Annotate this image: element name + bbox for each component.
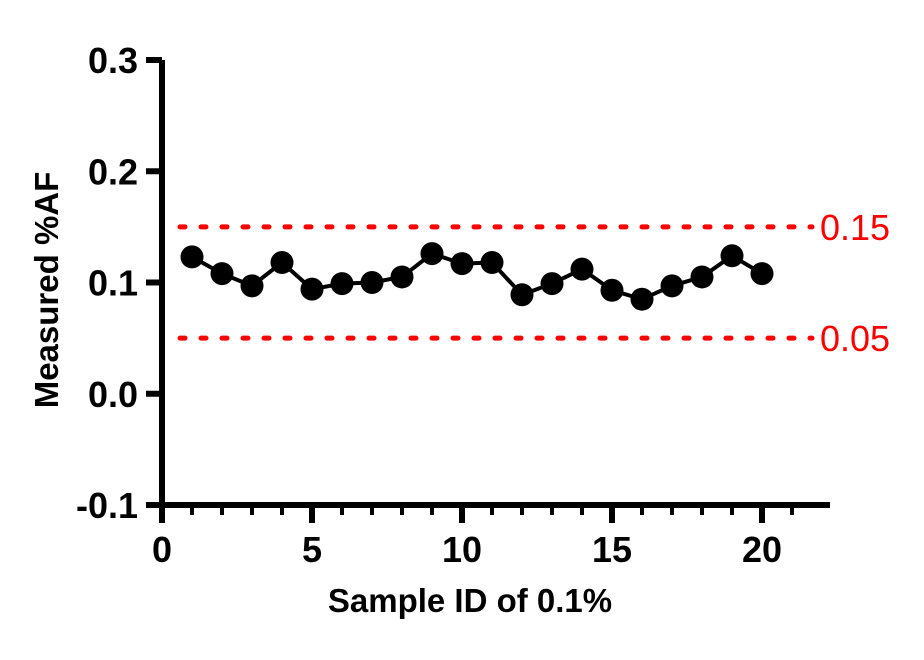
x-tick-label: 20 [742, 529, 782, 570]
tick-labels-group: -0.1 0.0 0.1 0.2 0.3 0 5 10 15 20 [76, 40, 782, 570]
y-tick-label: -0.1 [76, 485, 138, 526]
data-point [300, 277, 324, 301]
y-tick-label: 0.3 [88, 40, 138, 81]
data-point [720, 244, 744, 268]
data-point [360, 271, 384, 294]
data-point [600, 278, 624, 302]
data-point [660, 274, 684, 298]
data-series-group [180, 242, 774, 311]
x-tick-label: 15 [592, 529, 632, 570]
threshold-labels-group: 0.15 0.05 [820, 207, 890, 359]
data-point [450, 252, 474, 276]
data-point [510, 283, 534, 307]
data-point [570, 257, 594, 281]
data-point [180, 245, 204, 269]
x-tick-label: 5 [302, 529, 322, 570]
x-tick-label: 10 [442, 529, 482, 570]
data-point [630, 287, 654, 311]
data-point [270, 250, 294, 274]
upper-threshold-label: 0.15 [820, 207, 890, 248]
data-point [390, 265, 414, 289]
data-point [420, 242, 444, 266]
y-tick-label: 0.2 [88, 151, 138, 192]
threshold-lines-group [177, 224, 815, 341]
x-axis-label: Sample ID of 0.1% [328, 582, 612, 619]
data-point [540, 272, 564, 296]
y-tick-label: 0.1 [88, 263, 138, 304]
y-tick-label: 0.0 [88, 374, 138, 415]
x-tick-label: 0 [152, 529, 172, 570]
data-point [240, 274, 264, 298]
axes-group [146, 57, 830, 523]
data-point [750, 262, 774, 286]
data-point [210, 262, 234, 286]
data-point [330, 272, 354, 296]
y-axis-label: Measured %AF [28, 172, 65, 409]
data-point [480, 250, 504, 274]
lower-threshold-label: 0.05 [820, 318, 890, 359]
data-point [690, 265, 714, 289]
